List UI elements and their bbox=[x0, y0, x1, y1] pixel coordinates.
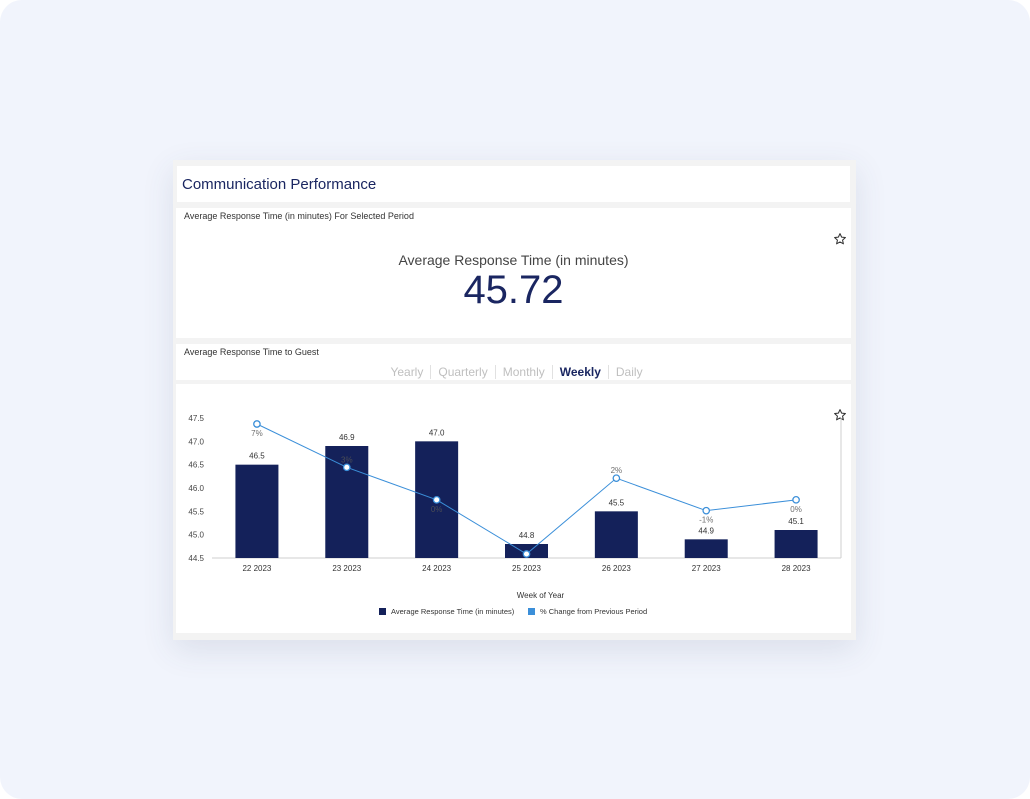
dashboard-container: Communication Performance Average Respon… bbox=[173, 160, 856, 640]
chart-panel: 47.5 47.0 46.5 46.0 45.5 45.0 44.5 46.5 46.9 47.0… bbox=[176, 384, 851, 633]
x-tick-label: 25 2023 bbox=[512, 564, 541, 573]
y-tick-label: 46.0 bbox=[188, 484, 204, 493]
tab-daily[interactable]: Daily bbox=[615, 365, 643, 379]
bar-value-label: 45.5 bbox=[609, 498, 625, 507]
legend-label-line: % Change from Previous Period bbox=[540, 607, 647, 616]
x-tick-label: 28 2023 bbox=[782, 564, 811, 573]
bar-value-label: 44.8 bbox=[519, 531, 535, 540]
bar-value-label: 44.9 bbox=[698, 526, 714, 535]
pct-change-label: 3% bbox=[341, 455, 353, 464]
pct-change-point bbox=[792, 495, 800, 504]
kpi-metric-label: Average Response Time (in minutes) bbox=[398, 252, 629, 268]
pct-change-point bbox=[432, 495, 441, 504]
x-tick-label: 26 2023 bbox=[602, 564, 631, 573]
y-tick-label: 45.0 bbox=[188, 531, 204, 540]
x-tick-label: 24 2023 bbox=[422, 564, 451, 573]
y-tick-label: 44.5 bbox=[188, 554, 204, 563]
dashboard-title: Communication Performance bbox=[182, 176, 377, 193]
pct-change-label: 2% bbox=[611, 466, 623, 475]
chart-header-panel: Average Response Time to Guest Yearly Qu… bbox=[176, 344, 851, 380]
legend-label-bars: Average Response Time (in minutes) bbox=[391, 607, 515, 616]
y-tick-label: 45.5 bbox=[188, 507, 204, 516]
legend-swatch-line bbox=[528, 608, 535, 615]
pct-change-point bbox=[342, 463, 351, 472]
y-tick-label: 47.5 bbox=[188, 414, 204, 423]
tab-yearly[interactable]: Yearly bbox=[383, 365, 432, 379]
pct-change-label: 7% bbox=[251, 429, 263, 438]
pct-change-point bbox=[522, 550, 531, 558]
pct-change-label: -1% bbox=[699, 516, 713, 525]
x-tick-label: 23 2023 bbox=[332, 564, 361, 573]
star-icon[interactable] bbox=[833, 232, 847, 246]
bar bbox=[594, 511, 638, 558]
kpi-value: 45.72 bbox=[463, 268, 564, 312]
bar bbox=[684, 539, 728, 558]
bar-value-label: 46.9 bbox=[339, 433, 355, 442]
bar bbox=[774, 530, 818, 558]
tab-monthly[interactable]: Monthly bbox=[496, 365, 553, 379]
kpi-panel-label: Average Response Time (in minutes) For S… bbox=[184, 211, 414, 221]
y-tick-label: 46.5 bbox=[188, 461, 204, 470]
kpi-panel: Average Response Time (in minutes) For S… bbox=[176, 208, 851, 338]
pct-change-point bbox=[253, 420, 261, 428]
pct-change-label: 0% bbox=[431, 505, 443, 514]
y-tick-label: 47.0 bbox=[188, 437, 204, 446]
bar bbox=[235, 464, 279, 558]
legend-swatch-bars bbox=[379, 608, 386, 615]
pct-change-point bbox=[702, 506, 711, 515]
bar-value-label: 47.0 bbox=[429, 428, 445, 437]
bar-value-label: 45.1 bbox=[788, 517, 804, 526]
dashboard-header: Communication Performance bbox=[177, 166, 850, 202]
response-time-chart: 47.5 47.0 46.5 46.0 45.5 45.0 44.5 46.5 46.9 47.0… bbox=[188, 414, 842, 616]
pct-change-point bbox=[612, 474, 621, 483]
chart-panel-label: Average Response Time to Guest bbox=[184, 347, 319, 357]
tab-weekly[interactable]: Weekly bbox=[553, 365, 609, 379]
bar-value-label: 46.5 bbox=[249, 452, 265, 461]
x-tick-label: 22 2023 bbox=[242, 564, 271, 573]
tab-quarterly[interactable]: Quarterly bbox=[431, 365, 496, 379]
pct-change-label: 0% bbox=[790, 505, 802, 514]
period-tabs: Yearly Quarterly Monthly Weekly Daily bbox=[176, 364, 851, 380]
x-axis-title: Week of Year bbox=[517, 591, 565, 600]
x-tick-label: 27 2023 bbox=[692, 564, 721, 573]
star-icon[interactable] bbox=[833, 408, 847, 422]
